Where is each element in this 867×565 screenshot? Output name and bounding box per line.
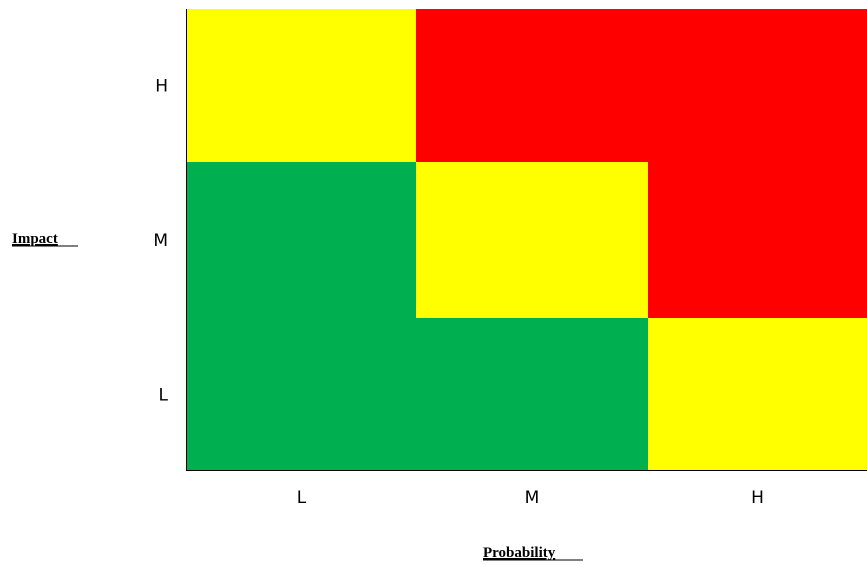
- heatmap-cell-h-l: [648, 318, 867, 471]
- x-axis-title: Probability: [483, 545, 556, 561]
- y-tick-label-m: M: [153, 231, 168, 251]
- y-tick-label-l: L: [159, 386, 169, 406]
- heatmap-cell-h-m: [648, 162, 867, 318]
- y-tick-label-h: H: [155, 77, 168, 97]
- heatmap-cell-l-h: [187, 9, 416, 162]
- y-tick-labels: L M H: [153, 77, 168, 406]
- heatmap-cell-h-h: [648, 9, 867, 162]
- heatmap-cells: [187, 9, 867, 471]
- heatmap-cell-l-m: [187, 162, 416, 318]
- x-tick-label-h: H: [751, 488, 764, 508]
- heatmap-cell-m-m: [416, 162, 648, 318]
- x-tick-label-l: L: [297, 488, 307, 508]
- heatmap-cell-m-l: [416, 318, 648, 471]
- heatmap-cell-m-h: [416, 9, 648, 162]
- heatmap-cell-l-l: [187, 318, 416, 471]
- y-axis-title: Impact: [12, 231, 58, 247]
- x-tick-label-m: M: [525, 488, 540, 508]
